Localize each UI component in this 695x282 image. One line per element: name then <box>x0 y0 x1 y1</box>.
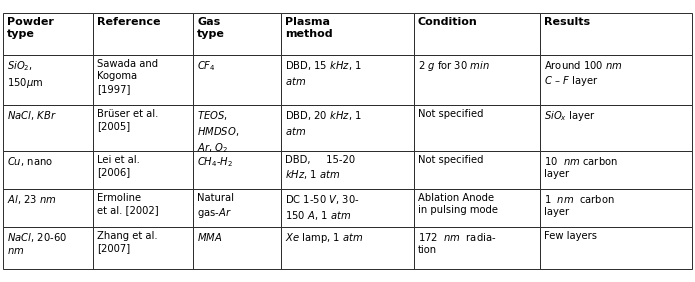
Bar <box>193 13 281 55</box>
Text: $\mathit{Xe}$ lamp, 1 $\mathit{atm}$: $\mathit{Xe}$ lamp, 1 $\mathit{atm}$ <box>285 231 363 245</box>
Bar <box>281 189 414 227</box>
Bar <box>540 55 692 105</box>
Bar <box>3 227 93 269</box>
Text: DBD, 15 $\mathit{kHz}$, 1
$\mathit{atm}$: DBD, 15 $\mathit{kHz}$, 1 $\mathit{atm}$ <box>285 59 362 87</box>
Bar <box>281 55 414 105</box>
Text: 10  $\mathit{nm}$ carbon
layer: 10 $\mathit{nm}$ carbon layer <box>544 155 618 179</box>
Text: $\mathit{TEOS}$,
$\mathit{HMDSO}$,
$\mathit{Ar}$, $\mathit{O_2}$: $\mathit{TEOS}$, $\mathit{HMDSO}$, $\mat… <box>197 109 239 155</box>
Bar <box>93 227 193 269</box>
Bar <box>93 55 193 105</box>
Bar <box>281 151 414 189</box>
Text: DBD,     15-20
$\mathit{kHz}$, 1 $\mathit{atm}$: DBD, 15-20 $\mathit{kHz}$, 1 $\mathit{at… <box>285 155 355 181</box>
Text: Ablation Anode
in pulsing mode: Ablation Anode in pulsing mode <box>418 193 498 215</box>
Text: $\mathit{NaCl}$, $\mathit{KBr}$: $\mathit{NaCl}$, $\mathit{KBr}$ <box>7 109 57 122</box>
Text: Not specified: Not specified <box>418 155 484 165</box>
Text: $\mathit{SiO_x}$ layer: $\mathit{SiO_x}$ layer <box>544 109 596 123</box>
Text: $\mathit{SiO_2}$,
150$\mu$m: $\mathit{SiO_2}$, 150$\mu$m <box>7 59 43 90</box>
Text: $\mathit{CH_4}$-$\mathit{H_2}$: $\mathit{CH_4}$-$\mathit{H_2}$ <box>197 155 233 169</box>
Bar <box>93 151 193 189</box>
Bar <box>414 105 540 151</box>
Bar <box>3 55 93 105</box>
Bar <box>414 55 540 105</box>
Text: Natural
gas-$\mathit{Ar}$: Natural gas-$\mathit{Ar}$ <box>197 193 234 220</box>
Text: Around 100 $\mathit{nm}$
$\mathit{C}$ – $\mathit{F}$ layer: Around 100 $\mathit{nm}$ $\mathit{C}$ – … <box>544 59 623 88</box>
Bar <box>540 13 692 55</box>
Bar <box>193 151 281 189</box>
Bar <box>3 105 93 151</box>
Text: Condition: Condition <box>418 17 477 27</box>
Text: 2 $\mathit{g}$ for 30 $\mathit{min}$: 2 $\mathit{g}$ for 30 $\mathit{min}$ <box>418 59 490 73</box>
Text: $\mathit{MMA}$: $\mathit{MMA}$ <box>197 231 222 243</box>
Text: Sawada and
Kogoma
[1997]: Sawada and Kogoma [1997] <box>97 59 158 94</box>
Text: DC 1-50 $\mathit{V}$, 30-
150 $\mathit{A}$, 1 $\mathit{atm}$: DC 1-50 $\mathit{V}$, 30- 150 $\mathit{A… <box>285 193 360 222</box>
Bar <box>540 105 692 151</box>
Bar <box>3 151 93 189</box>
Text: $\mathit{NaCl}$, 20-60
$\mathit{nm}$: $\mathit{NaCl}$, 20-60 $\mathit{nm}$ <box>7 231 67 256</box>
Text: Brüser et al.
[2005]: Brüser et al. [2005] <box>97 109 158 131</box>
Bar <box>414 189 540 227</box>
Bar <box>540 189 692 227</box>
Text: Reference: Reference <box>97 17 161 27</box>
Text: Powder
type: Powder type <box>7 17 54 39</box>
Bar <box>93 105 193 151</box>
Bar <box>414 151 540 189</box>
Bar <box>281 13 414 55</box>
Bar <box>193 227 281 269</box>
Text: Ermoline
et al. [2002]: Ermoline et al. [2002] <box>97 193 158 215</box>
Text: Results: Results <box>544 17 590 27</box>
Text: Not specified: Not specified <box>418 109 484 119</box>
Text: Zhang et al.
[2007]: Zhang et al. [2007] <box>97 231 158 254</box>
Bar <box>93 189 193 227</box>
Bar <box>540 227 692 269</box>
Bar <box>281 105 414 151</box>
Text: DBD, 20 $\mathit{kHz}$, 1
$\mathit{atm}$: DBD, 20 $\mathit{kHz}$, 1 $\mathit{atm}$ <box>285 109 362 137</box>
Bar <box>193 105 281 151</box>
Bar <box>3 13 93 55</box>
Bar <box>414 13 540 55</box>
Bar <box>93 13 193 55</box>
Text: Few layers: Few layers <box>544 231 597 241</box>
Bar <box>414 227 540 269</box>
Bar <box>3 189 93 227</box>
Text: 1  $\mathit{nm}$  carbon
layer: 1 $\mathit{nm}$ carbon layer <box>544 193 615 217</box>
Text: Plasma
method: Plasma method <box>285 17 333 39</box>
Text: $\mathit{CF_4}$: $\mathit{CF_4}$ <box>197 59 215 73</box>
Text: 172  $\mathit{nm}$  radia-
tion: 172 $\mathit{nm}$ radia- tion <box>418 231 496 255</box>
Bar <box>540 151 692 189</box>
Bar <box>281 227 414 269</box>
Text: Gas
type: Gas type <box>197 17 225 39</box>
Bar <box>193 55 281 105</box>
Text: $\mathit{Cu}$, nano: $\mathit{Cu}$, nano <box>7 155 53 168</box>
Bar <box>193 189 281 227</box>
Text: $\mathit{Al}$, 23 $\mathit{nm}$: $\mathit{Al}$, 23 $\mathit{nm}$ <box>7 193 57 206</box>
Text: Lei et al.
[2006]: Lei et al. [2006] <box>97 155 140 177</box>
